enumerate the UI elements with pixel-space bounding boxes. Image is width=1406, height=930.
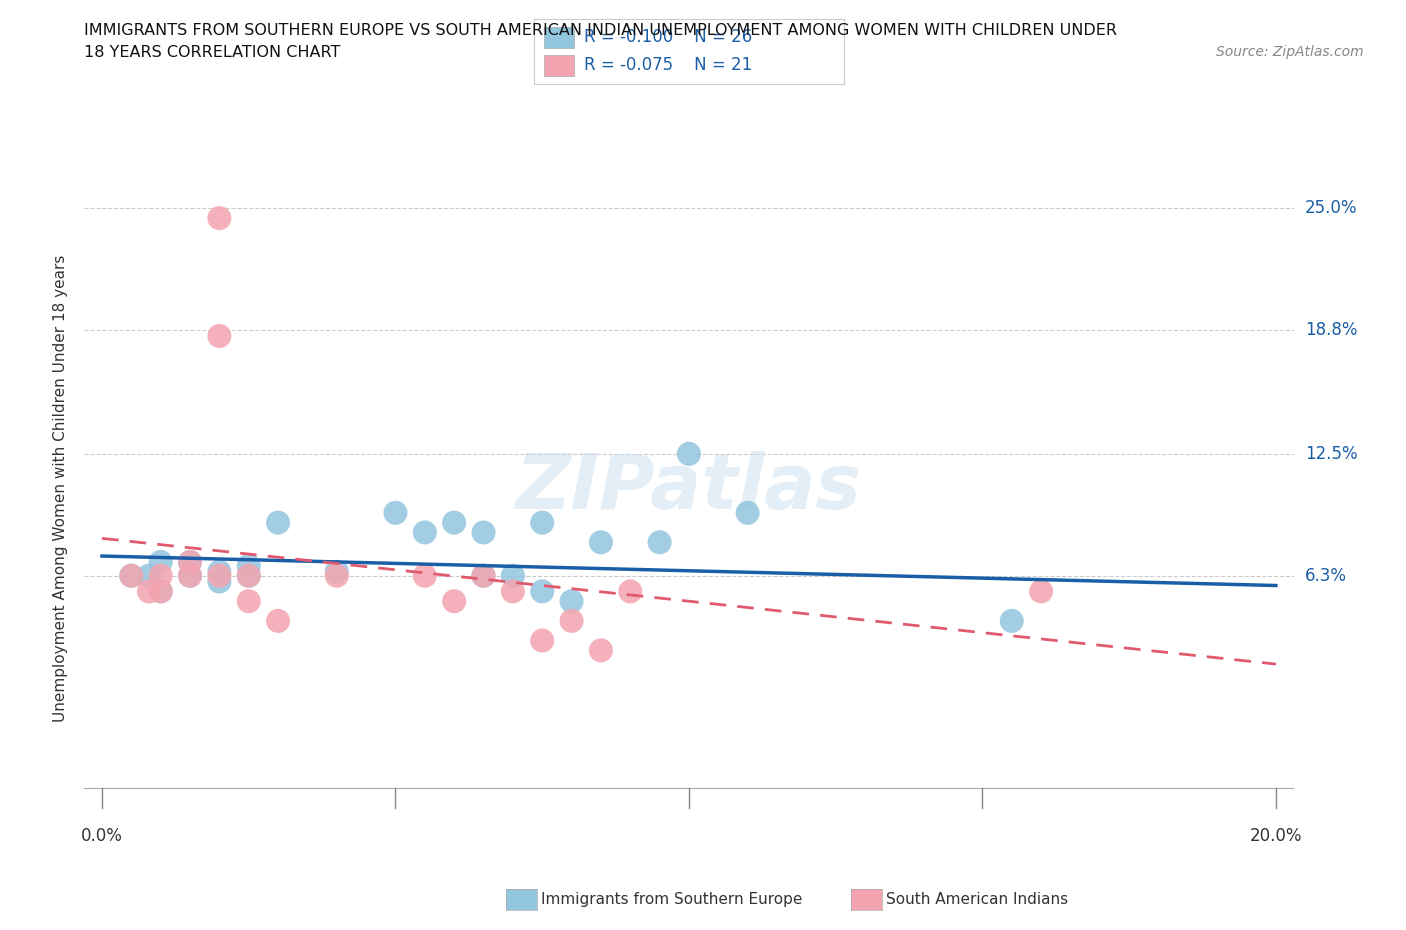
Point <box>531 515 554 530</box>
FancyBboxPatch shape <box>544 55 575 76</box>
Point <box>472 568 495 583</box>
Text: 18 YEARS CORRELATION CHART: 18 YEARS CORRELATION CHART <box>84 45 340 60</box>
Point <box>179 568 201 583</box>
Point <box>238 593 260 608</box>
Point <box>737 505 759 520</box>
Point <box>179 554 201 569</box>
Point <box>413 525 436 540</box>
Point <box>561 593 583 608</box>
Point <box>502 584 524 599</box>
Y-axis label: Unemployment Among Women with Children Under 18 years: Unemployment Among Women with Children U… <box>53 255 69 722</box>
Point <box>138 568 160 583</box>
Point <box>589 643 612 658</box>
Point <box>179 554 201 569</box>
Point <box>443 515 465 530</box>
Point <box>208 574 231 589</box>
Text: R = -0.075    N = 21: R = -0.075 N = 21 <box>583 57 752 74</box>
Text: R = -0.100    N = 26: R = -0.100 N = 26 <box>583 28 752 46</box>
Point <box>472 525 495 540</box>
Point <box>413 568 436 583</box>
Point <box>1001 614 1024 629</box>
Point <box>326 568 349 583</box>
Point <box>531 633 554 648</box>
Point <box>238 558 260 573</box>
Point <box>208 211 231 226</box>
Text: ZIPatlas: ZIPatlas <box>516 451 862 525</box>
Point <box>149 554 172 569</box>
Point <box>443 593 465 608</box>
Text: Source: ZipAtlas.com: Source: ZipAtlas.com <box>1216 45 1364 59</box>
Point <box>267 515 290 530</box>
Point <box>179 568 201 583</box>
Text: 12.5%: 12.5% <box>1305 445 1357 463</box>
Point <box>561 614 583 629</box>
Point <box>120 568 142 583</box>
Point <box>149 584 172 599</box>
Point <box>502 568 524 583</box>
Point <box>472 568 495 583</box>
Point <box>120 568 142 583</box>
Text: 20.0%: 20.0% <box>1250 827 1302 845</box>
Point <box>208 568 231 583</box>
Point <box>619 584 641 599</box>
Point <box>238 568 260 583</box>
Point <box>208 328 231 343</box>
Text: IMMIGRANTS FROM SOUTHERN EUROPE VS SOUTH AMERICAN INDIAN UNEMPLOYMENT AMONG WOME: IMMIGRANTS FROM SOUTHERN EUROPE VS SOUTH… <box>84 23 1118 38</box>
Point <box>1029 584 1052 599</box>
Text: South American Indians: South American Indians <box>886 892 1069 907</box>
Point <box>238 568 260 583</box>
Text: Immigrants from Southern Europe: Immigrants from Southern Europe <box>541 892 803 907</box>
Point <box>267 614 290 629</box>
Text: 18.8%: 18.8% <box>1305 321 1357 339</box>
FancyBboxPatch shape <box>544 27 575 48</box>
Text: 0.0%: 0.0% <box>82 827 122 845</box>
Point <box>208 565 231 579</box>
Point <box>678 446 700 461</box>
Point <box>648 535 671 550</box>
Point <box>384 505 406 520</box>
Point <box>531 584 554 599</box>
Point <box>589 535 612 550</box>
Point <box>326 565 349 579</box>
Text: 25.0%: 25.0% <box>1305 199 1357 218</box>
Point <box>138 584 160 599</box>
Point <box>149 568 172 583</box>
Text: 6.3%: 6.3% <box>1305 566 1347 585</box>
Point <box>149 584 172 599</box>
